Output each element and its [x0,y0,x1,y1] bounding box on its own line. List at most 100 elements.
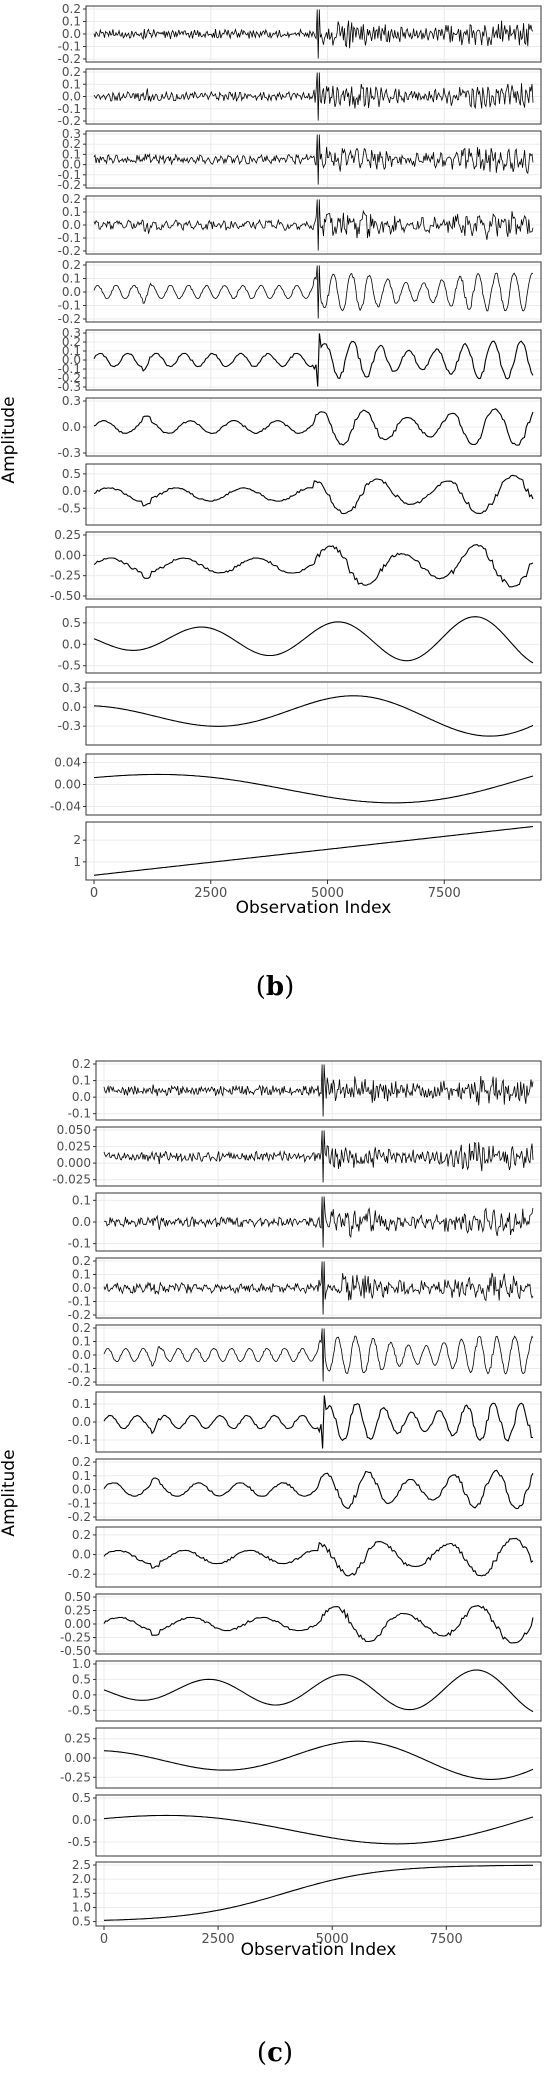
panel-border [95,1126,542,1187]
panel-8: 0.5 0.0 -0.5 [58,463,542,526]
y-tick-label: -0.25 [60,1770,91,1784]
y-tick-label: -0.2 [68,1308,91,1322]
y-tick-label: 0.00 [64,1751,91,1765]
y-tick-label: -0.5 [58,659,81,673]
panel-border [85,821,542,881]
x-tick-label: 2500 [202,1932,235,1947]
y-tick-label: 0.2 [72,1321,91,1335]
y-tick-label: -0.1 [58,102,81,116]
panel-border [95,1192,542,1252]
imf-series-line [103,1669,534,1713]
panel-border [95,1324,542,1386]
panel-border [85,195,542,255]
panel-2: 0.050 0.025 0.000 -0.025 [52,1123,542,1187]
figure-b: 0.20.10.0-0.1-0.20.20.10.0-0.1-0.20.30.2… [0,2,542,918]
y-tick-label: 0.2 [62,335,81,349]
imf-series-line [103,1740,534,1780]
y-tick-label: 0.0 [72,1215,91,1229]
y-tick-label: 1 [73,855,81,869]
panel-border [85,130,542,189]
y-tick-label: 0.1 [62,272,81,286]
panel-border [95,1593,542,1655]
y-tick-label: -0.1 [68,1433,91,1447]
y-tick-label: 0.0 [62,420,81,434]
y-tick-label: 1.0 [72,1657,91,1671]
y-tick-label: -0.1 [68,1107,91,1121]
y-tick-label: 0.3 [62,394,81,408]
y-tick-label: 0.5 [62,467,81,481]
panel-border [85,397,542,457]
x-axis-label: Observation Index [241,1940,397,1960]
panel-border [95,1861,542,1927]
x-tick-label: 7500 [430,1932,463,1947]
y-tick-label: -0.2 [58,52,81,66]
panel-border [95,1660,542,1722]
figure-c: 0.20.10.0-0.10.0500.0250.000-0.0250.10.0… [0,1057,542,1960]
y-tick-label: -0.1 [58,40,81,54]
y-tick-label: 0.2 [72,1528,91,1542]
caption-c: (c) [256,2038,294,2068]
y-tick-label: -0.25 [60,1631,91,1645]
panel-border [85,531,542,600]
panel-border [95,1458,542,1521]
y-tick-label: 0.2 [62,65,81,79]
panel-border [85,753,542,816]
y-tick-label: 0.04 [54,756,81,770]
y-tick-label: 0.0 [62,158,81,172]
panel-8: 0.2 0.0 -0.2 [68,1526,542,1588]
y-axis-label: Amplitude [0,1449,19,1536]
y-tick-label: 0.000 [57,1156,91,1170]
y-tick-label: 0.1 [62,15,81,29]
y-tick-label: -0.2 [68,1567,91,1581]
y-tick-label: -0.1 [58,168,81,182]
y-tick-label: 0.0 [72,1090,91,1104]
panel-border [85,329,542,391]
panel-background [96,1862,541,1926]
y-tick-label: -0.5 [58,501,81,515]
panel-border [85,606,542,674]
panel-10: 0.5 0.0 -0.5 [58,606,542,674]
y-tick-label: 0.0 [62,353,81,367]
imf-series-line [93,9,534,59]
y-tick-label: 0.3 [62,127,81,141]
y-tick-label: -0.50 [50,589,81,603]
y-tick-label: -0.2 [68,1510,91,1524]
y-tick-label: -0.25 [50,569,81,583]
panel-border [95,1391,542,1453]
y-tick-label: -0.1 [58,362,81,376]
panel-12: 0.04 0.00 -0.04 [50,753,542,816]
y-tick-label: -0.2 [58,371,81,385]
y-tick-label: 0.0 [62,700,81,714]
y-tick-label: -0.2 [58,114,81,128]
y-tick-label: 0.0 [72,1281,91,1295]
y-tick-label: 0.1 [72,1074,91,1088]
y-tick-label: 0.25 [64,1604,91,1618]
panel-background [86,607,541,673]
y-tick-label: 0.0 [62,285,81,299]
panel-11: 0.25 0.00 -0.25 [60,1727,542,1789]
y-tick-label: 0.3 [62,681,81,695]
y-tick-label: 0.0 [62,637,81,651]
y-tick-label: -0.1 [58,231,81,245]
imf-series-line [93,333,534,387]
y-tick-label: 0.00 [54,548,81,562]
panel-11: 0.3 0.0 -0.3 [58,681,542,746]
y-tick-label: -0.1 [58,299,81,313]
y-tick-label: 0.0 [62,90,81,104]
imf-series-line [93,474,534,515]
y-tick-label: 0.1 [62,147,81,161]
imf-series-line [103,1196,534,1248]
y-tick-label: 0.25 [54,528,81,542]
panel-5: 0.20.10.0-0.1-0.2 [58,258,542,326]
y-tick-label: -0.1 [68,1362,91,1376]
y-tick-label: -0.025 [52,1173,91,1187]
y-tick-label: -0.2 [58,312,81,326]
y-tick-label: 0.50 [64,1590,91,1604]
panel-border [95,1060,542,1121]
y-tick-label: -0.2 [58,244,81,258]
x-axis-label: Observation Index [236,898,392,918]
x-tick-label: 2500 [194,886,227,901]
imf-series-line [93,199,534,251]
panel-4: 0.20.10.0-0.1-0.2 [58,192,542,258]
